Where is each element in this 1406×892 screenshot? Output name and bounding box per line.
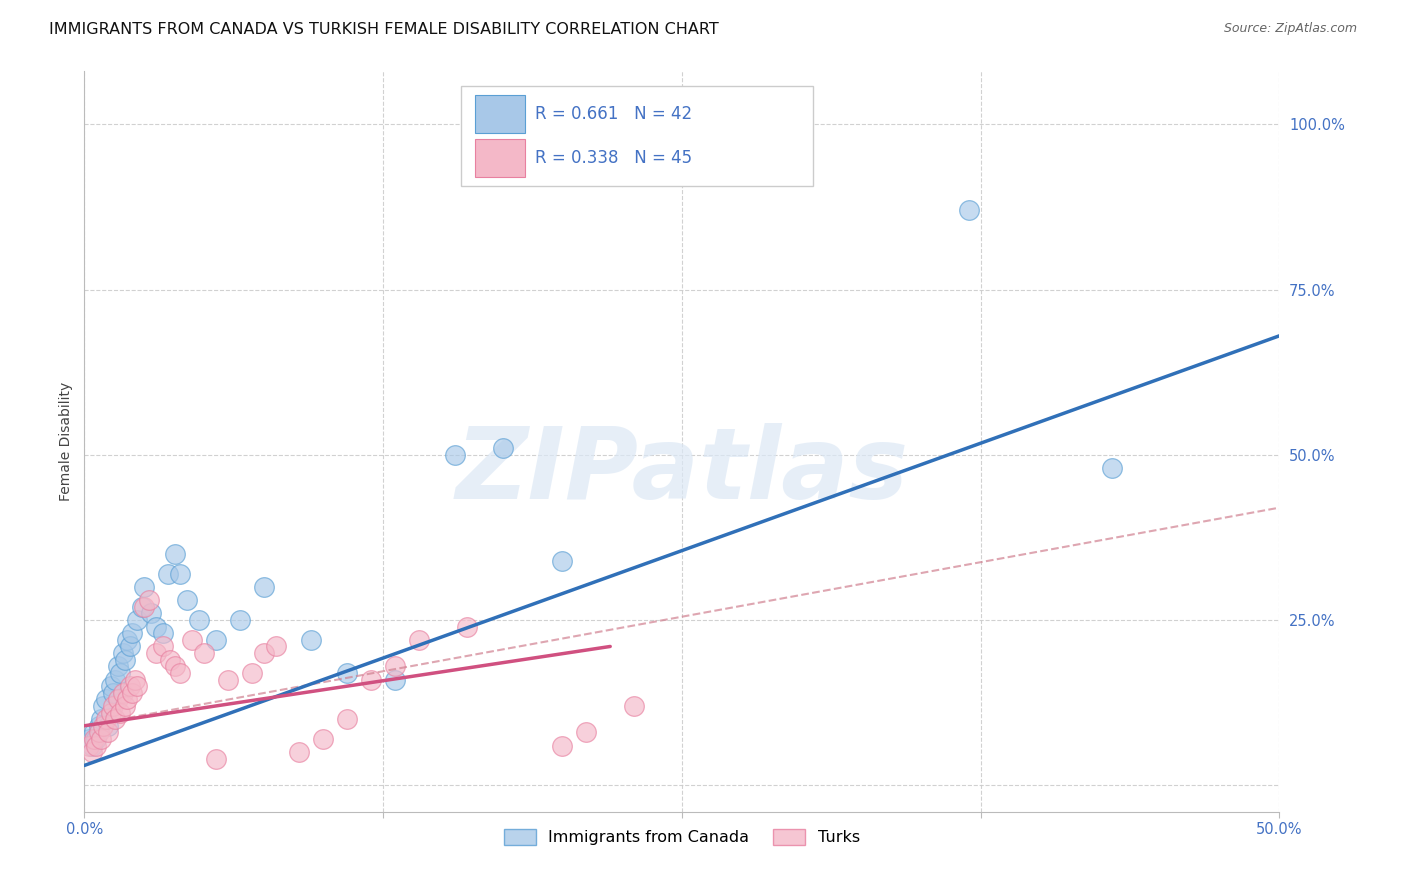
Point xyxy=(456,620,478,634)
Point xyxy=(110,665,132,680)
FancyBboxPatch shape xyxy=(475,95,526,134)
Point xyxy=(114,698,136,713)
Point xyxy=(118,679,141,693)
Point xyxy=(360,673,382,687)
Point xyxy=(111,686,134,700)
Point xyxy=(80,739,103,753)
Point xyxy=(83,725,105,739)
Point xyxy=(336,665,359,680)
Text: R = 0.661   N = 42: R = 0.661 N = 42 xyxy=(534,105,692,123)
Point xyxy=(301,632,323,647)
Point xyxy=(100,679,122,693)
Point xyxy=(80,745,103,759)
Point xyxy=(551,739,574,753)
Point xyxy=(152,626,174,640)
Point xyxy=(125,613,148,627)
Point xyxy=(169,566,191,581)
Point xyxy=(104,712,127,726)
Point xyxy=(94,692,117,706)
Point xyxy=(132,580,156,594)
Point xyxy=(169,665,191,680)
Point xyxy=(100,706,122,720)
Point xyxy=(336,712,359,726)
Point xyxy=(193,646,215,660)
Point xyxy=(121,626,143,640)
Point xyxy=(718,117,741,131)
Point xyxy=(117,692,139,706)
Point xyxy=(288,745,311,759)
FancyBboxPatch shape xyxy=(461,87,814,186)
Point xyxy=(145,620,167,634)
Point xyxy=(159,653,181,667)
Point xyxy=(145,646,167,660)
Point xyxy=(253,580,276,594)
Point xyxy=(114,653,136,667)
Point xyxy=(312,731,335,746)
Point xyxy=(253,646,276,660)
Point xyxy=(86,739,108,753)
Point xyxy=(101,686,124,700)
Point xyxy=(176,593,198,607)
Point xyxy=(1101,461,1123,475)
Point xyxy=(121,686,143,700)
Point xyxy=(492,441,515,455)
Point xyxy=(138,593,160,607)
Text: Source: ZipAtlas.com: Source: ZipAtlas.com xyxy=(1223,22,1357,36)
Point xyxy=(77,731,100,746)
Point xyxy=(124,673,146,687)
Point xyxy=(152,640,174,654)
Point xyxy=(111,646,134,660)
Point xyxy=(217,673,239,687)
Point xyxy=(240,665,263,680)
Point xyxy=(101,698,124,713)
Point xyxy=(264,640,287,654)
Point xyxy=(131,599,153,614)
Text: IMMIGRANTS FROM CANADA VS TURKISH FEMALE DISABILITY CORRELATION CHART: IMMIGRANTS FROM CANADA VS TURKISH FEMALE… xyxy=(49,22,718,37)
Point xyxy=(97,725,120,739)
Point xyxy=(384,659,406,673)
Y-axis label: Female Disability: Female Disability xyxy=(59,382,73,501)
Point xyxy=(97,719,120,733)
Point xyxy=(157,566,180,581)
Point xyxy=(90,731,112,746)
Point xyxy=(132,599,156,614)
Point xyxy=(141,607,163,621)
Point xyxy=(110,706,132,720)
Point xyxy=(104,673,127,687)
Point xyxy=(957,203,980,218)
Point xyxy=(575,725,598,739)
Point xyxy=(188,613,211,627)
Point xyxy=(165,547,187,561)
Point xyxy=(205,632,228,647)
Point xyxy=(181,632,204,647)
Point xyxy=(117,632,139,647)
Text: ZIPatlas: ZIPatlas xyxy=(456,423,908,520)
Point xyxy=(623,698,645,713)
Point xyxy=(93,698,115,713)
Point xyxy=(444,448,467,462)
Point xyxy=(384,673,406,687)
Point xyxy=(118,640,141,654)
FancyBboxPatch shape xyxy=(475,139,526,178)
Point xyxy=(551,553,574,567)
Point xyxy=(125,679,148,693)
Point xyxy=(107,692,129,706)
Point xyxy=(90,712,112,726)
Point xyxy=(165,659,187,673)
Point xyxy=(408,632,430,647)
Point xyxy=(205,752,228,766)
Point xyxy=(77,739,100,753)
Point xyxy=(93,719,115,733)
Point xyxy=(83,731,105,746)
Point xyxy=(87,719,110,733)
Point xyxy=(86,731,108,746)
Point xyxy=(229,613,252,627)
Legend: Immigrants from Canada, Turks: Immigrants from Canada, Turks xyxy=(498,823,866,852)
Point xyxy=(107,659,129,673)
Point xyxy=(87,725,110,739)
Point xyxy=(94,712,117,726)
Text: R = 0.338   N = 45: R = 0.338 N = 45 xyxy=(534,149,692,167)
